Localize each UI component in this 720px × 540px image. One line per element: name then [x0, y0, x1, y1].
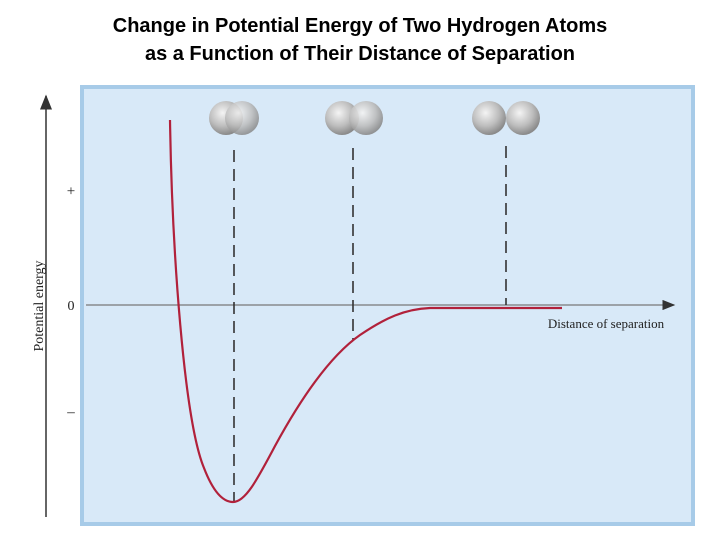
atom	[506, 101, 540, 135]
y-tick-label: +	[67, 183, 75, 199]
dashed-guides	[233, 146, 507, 502]
atom	[349, 101, 383, 135]
atom-pairs	[209, 101, 540, 135]
y-tick-label: 0	[68, 299, 75, 314]
energy-curve	[168, 119, 562, 504]
title-line: Change in Potential Energy of Two Hydrog…	[113, 15, 607, 37]
x-axis-label: Distance of separation	[548, 316, 665, 331]
title-line: as a Function of Their Distance of Separ…	[145, 43, 575, 65]
y-axis-label: Potential energy	[32, 260, 47, 351]
atom	[472, 101, 506, 135]
y-tick-label: –	[66, 404, 75, 420]
atom	[225, 101, 259, 135]
atom	[325, 101, 359, 135]
